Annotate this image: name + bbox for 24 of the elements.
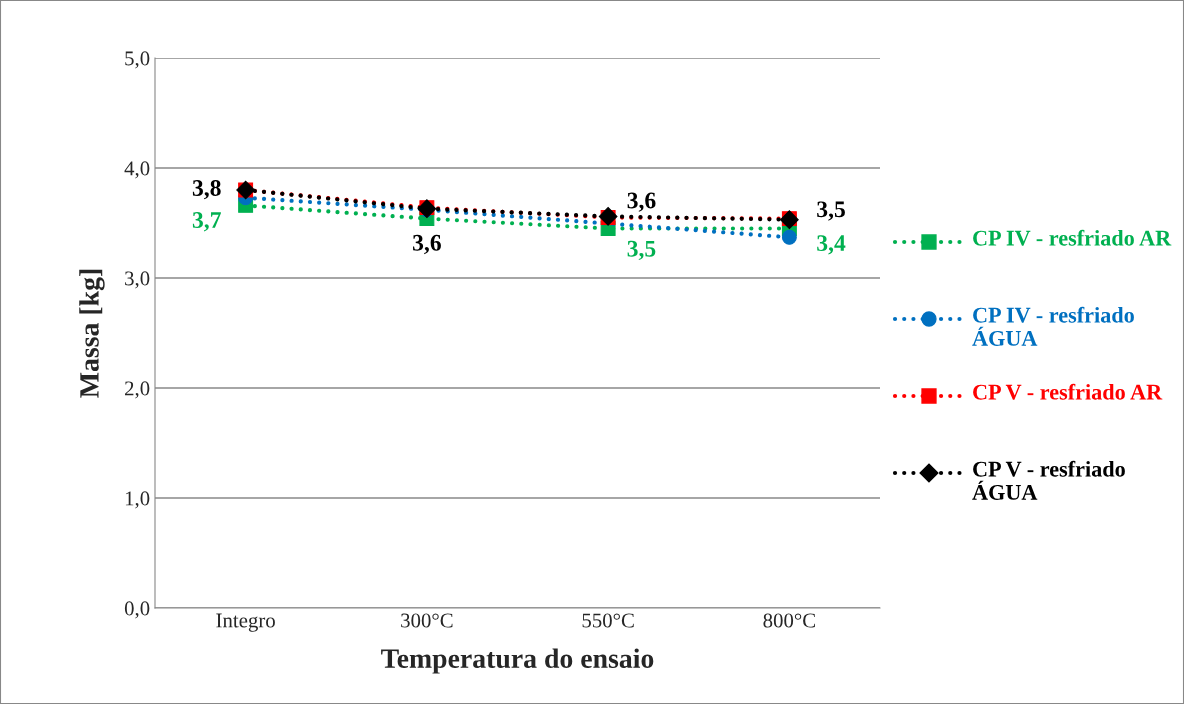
data-label: 3,6 <box>413 234 441 255</box>
y-tick-label: 2,0 <box>125 381 150 399</box>
data-label: 3,8 <box>192 179 221 200</box>
y-tick-label: 5,0 <box>125 51 150 69</box>
legend-label: CP V - resfriado ÁGUA <box>972 460 1125 500</box>
y-tick-label: 4,0 <box>124 161 150 179</box>
data-label: 3,6 <box>627 192 656 212</box>
x-tick-label: 550°C <box>582 613 634 628</box>
x-tick-label: 300°C <box>401 613 453 628</box>
legend-label: CP IV - resfriado ÁGUA <box>972 306 1134 346</box>
data-label: 3,5 <box>817 201 845 221</box>
x-tick-label: Integro <box>216 613 275 632</box>
point <box>781 229 797 245</box>
legend-label: CP IV - resfriado AR <box>973 229 1172 246</box>
x-axis-title: Temperatura do ensaio <box>381 648 654 674</box>
legend-label: CP V - resfriado AR <box>973 383 1163 400</box>
x-tick-label: 800°C <box>763 613 815 628</box>
y-tick-label: 0,0 <box>124 601 150 619</box>
y-tick-label: 3,0 <box>125 271 150 289</box>
data-label: 3,4 <box>817 235 846 255</box>
y-axis-title: Massa [kg] <box>79 269 105 398</box>
data-label: 3,5 <box>627 240 656 261</box>
data-label: 3,7 <box>192 212 221 232</box>
y-tick-label: 1,0 <box>125 491 150 509</box>
